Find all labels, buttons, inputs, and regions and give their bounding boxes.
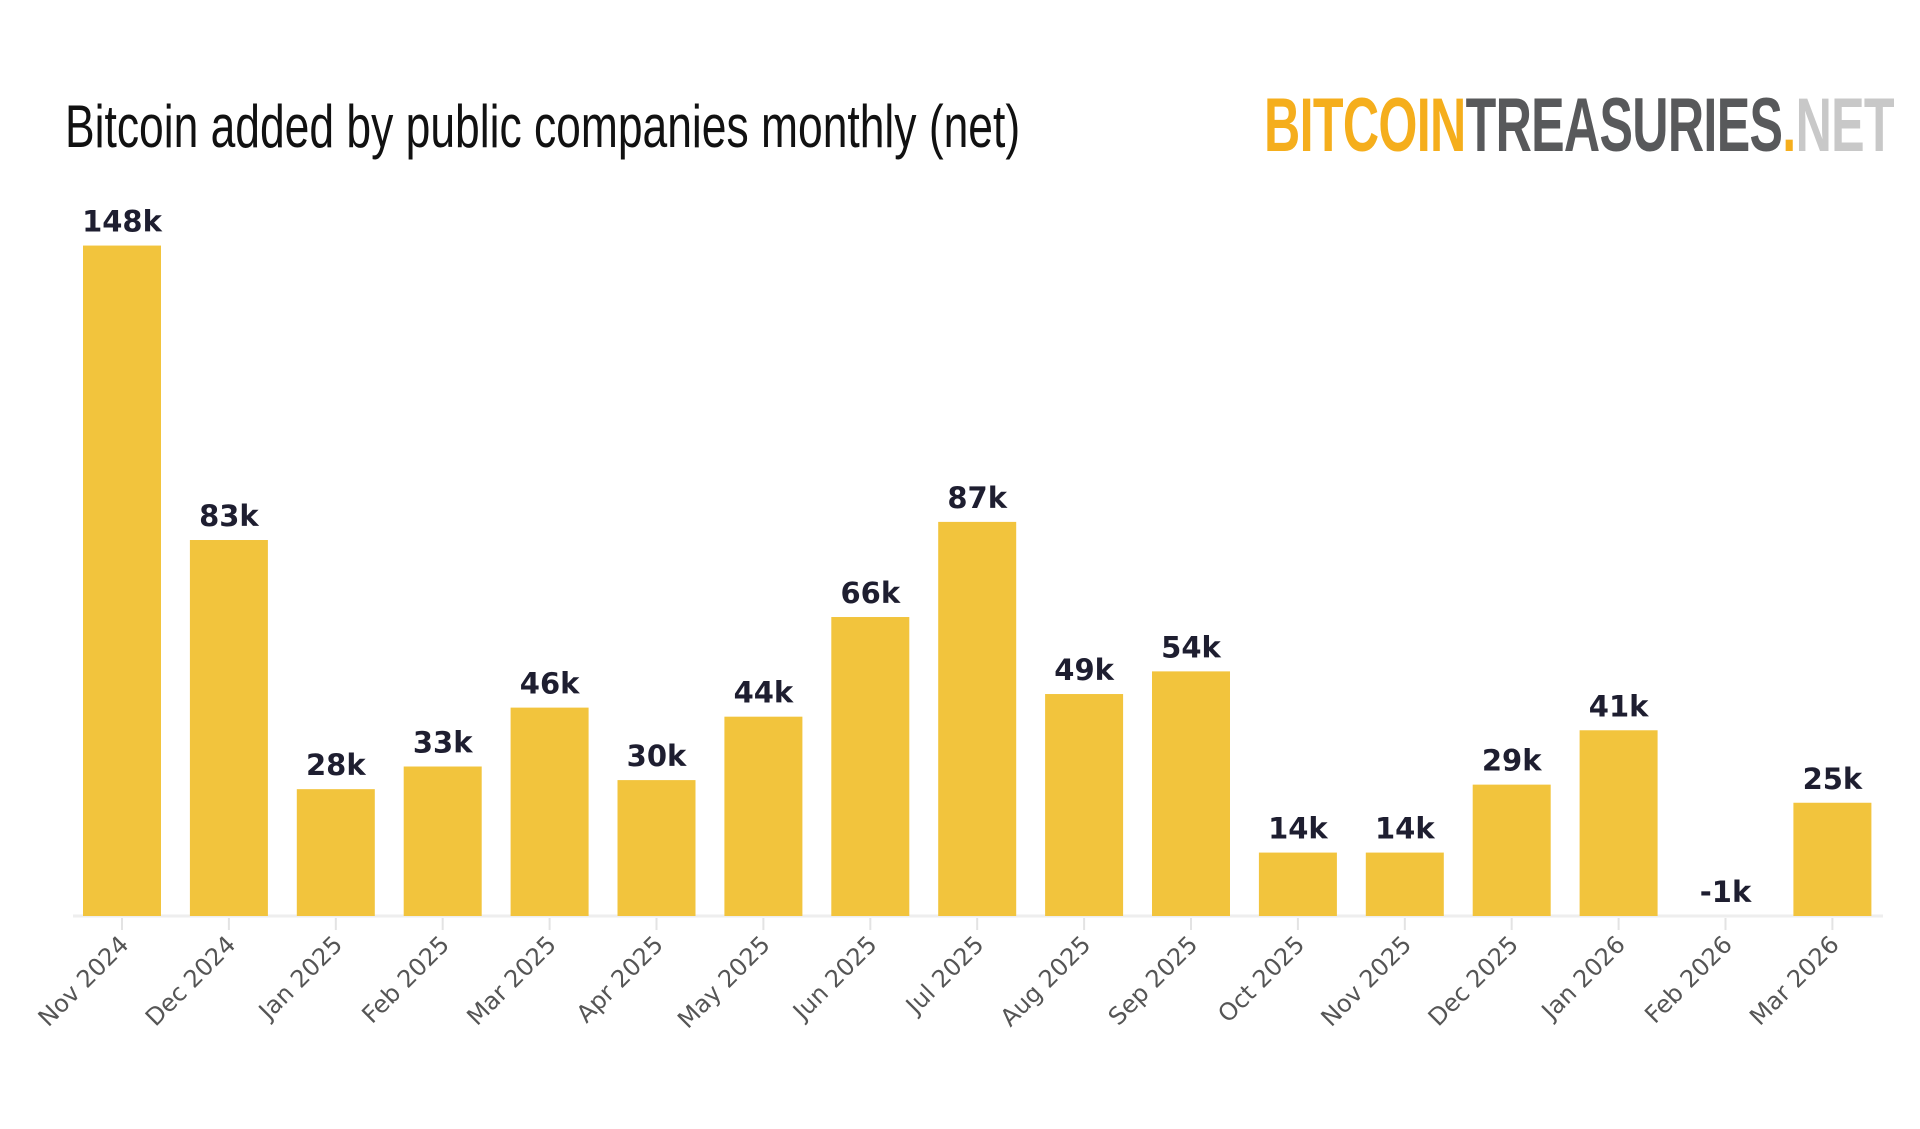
data-label: 29k <box>1482 744 1542 778</box>
bar <box>83 245 161 916</box>
data-label: -1k <box>1700 875 1752 909</box>
x-tick-label: Mar 2026 <box>1744 930 1844 1030</box>
x-tick-label: Dec 2024 <box>140 930 241 1031</box>
data-label: 66k <box>840 576 900 610</box>
x-tick-label: Oct 2025 <box>1212 930 1310 1028</box>
x-tick-label: Dec 2025 <box>1423 930 1524 1031</box>
bar <box>1365 852 1444 916</box>
bar <box>617 780 696 916</box>
data-label: 49k <box>1054 653 1114 687</box>
data-label: 14k <box>1268 812 1328 846</box>
x-tick-label: Jul 2025 <box>899 930 989 1020</box>
bar <box>938 521 1017 916</box>
data-label: 25k <box>1803 762 1863 796</box>
bar <box>189 540 268 916</box>
data-label: 33k <box>413 726 473 760</box>
bar <box>1793 802 1872 916</box>
x-tick-label: May 2025 <box>672 930 775 1033</box>
x-tick-label: Sep 2025 <box>1103 930 1203 1030</box>
x-tick-label: Nov 2025 <box>1316 930 1418 1032</box>
bar <box>724 716 803 916</box>
logo-part: BITCOIN <box>1264 83 1466 168</box>
x-tick-label: Mar 2025 <box>461 930 561 1030</box>
data-label: 87k <box>947 481 1007 515</box>
x-tick-label: Jun 2025 <box>786 930 882 1026</box>
data-label: 14k <box>1375 812 1435 846</box>
bitcointreasuries-logo[interactable]: BITCOINTREASURIES.NET <box>1264 88 1895 164</box>
x-tick-label: Aug 2025 <box>995 930 1097 1032</box>
x-tick-label: Apr 2025 <box>571 930 669 1028</box>
logo-part: . <box>1782 83 1796 168</box>
bar <box>1045 694 1124 916</box>
logo-part: NET <box>1795 83 1895 168</box>
x-tick-label: Feb 2025 <box>357 930 455 1028</box>
bar <box>296 789 375 916</box>
x-tick-label: Nov 2024 <box>33 930 135 1032</box>
x-tick-label: Jan 2025 <box>252 930 348 1026</box>
data-label: 28k <box>306 748 366 782</box>
data-label: 46k <box>520 667 580 701</box>
data-label: 30k <box>627 739 687 773</box>
bar <box>510 707 589 916</box>
data-label: 148k <box>82 205 163 239</box>
chart-title: Bitcoin added by public companies monthl… <box>65 93 1021 160</box>
data-label: 83k <box>199 499 259 533</box>
data-label: 54k <box>1161 630 1221 664</box>
bar <box>1472 784 1551 916</box>
bar <box>1579 730 1658 916</box>
bar <box>1258 852 1337 916</box>
bar <box>1152 671 1230 916</box>
x-tick-label: Feb 2026 <box>1639 930 1737 1028</box>
x-tick-label: Jan 2026 <box>1535 930 1631 1026</box>
bar <box>403 766 482 916</box>
data-label: 41k <box>1589 689 1649 723</box>
data-label: 44k <box>734 676 794 710</box>
bar <box>831 617 910 916</box>
logo-part: TREASURIES <box>1465 83 1783 168</box>
